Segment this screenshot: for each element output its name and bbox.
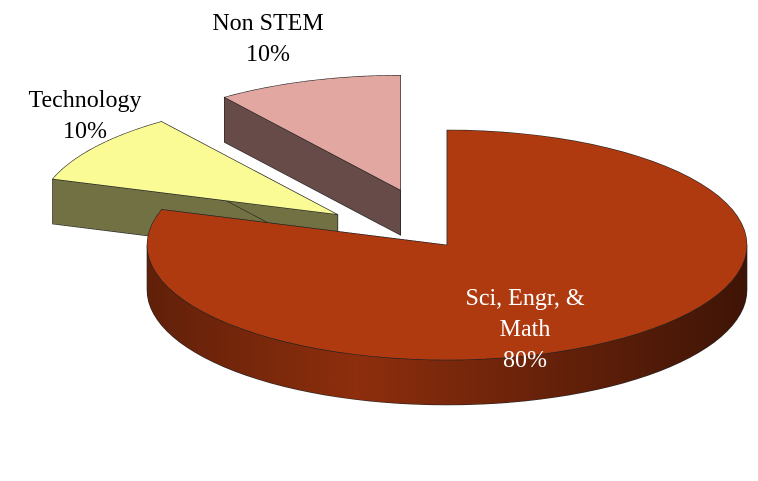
- slice-percent: 10%: [246, 41, 290, 67]
- slice-category: Sci, Engr, & Math: [465, 285, 585, 342]
- slice-percent: 80%: [503, 347, 547, 373]
- slice-category: Technology: [28, 87, 142, 113]
- slice-label: Technology 10%: [0, 85, 185, 147]
- slice-top: [223, 75, 401, 191]
- slice: [223, 75, 401, 236]
- slice-label: Non STEM 10%: [168, 8, 368, 70]
- slice-top: [146, 129, 748, 361]
- slice-label: Sci, Engr, & Math 80%: [443, 283, 608, 376]
- slice-percent: 10%: [63, 118, 107, 144]
- slice-category: Non STEM: [212, 10, 324, 36]
- slice: [146, 129, 748, 406]
- slice-top: [51, 121, 338, 215]
